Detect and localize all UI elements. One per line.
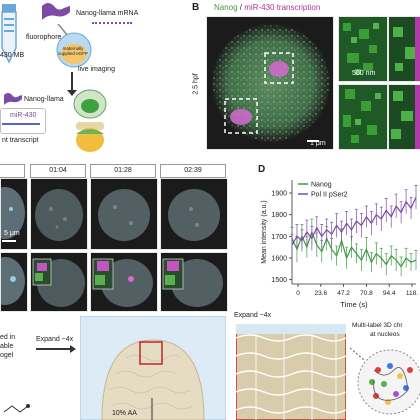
egg-label: maternally supplied eGFP [58,46,88,56]
zoom-region [236,324,346,420]
panel-a: fluorophore 430 MB Nanog-llama mRNA mate… [0,0,195,160]
arrow-down-icon [71,72,73,92]
zoom-tile-4 [388,84,420,150]
title-nanog: Nanog [214,3,238,12]
scale-bar-c [2,240,16,242]
stage-label: 2.5 hpf [192,73,200,95]
time-header-3: 02:39 [160,164,226,178]
x-tick-label: 94.4 [383,290,396,297]
time-header-2: 01:28 [90,164,156,178]
nanog-llama-label: Nanog-llama [24,96,64,103]
y-tick-label: 1800 [271,212,287,219]
y-tick-label: 1600 [271,256,287,263]
mir-box [0,108,46,134]
scale-main-label: 1 μm [310,140,326,147]
time-header-0 [0,164,25,178]
transcript-line [2,123,40,125]
title-mir: miR-430 transcription [244,3,321,12]
left-text-1: ed in [0,334,16,341]
chromatin-icon [350,347,420,415]
x-tick-label: 0 [296,290,300,297]
multilabel-1: Multi-label 3D chr [352,322,403,329]
mrna-label: Nanog-llama mRNA [76,10,139,17]
legend-label: Pol II pSer2 [311,192,348,199]
panel-c: 01:04 01:28 02:39 5 μm [0,160,256,312]
mb-label: 430 MB [0,52,25,59]
percent-label: 10% AA [112,410,137,417]
time-header-1: 01:04 [30,164,86,178]
nucleus-frame-3-top [160,178,228,250]
nucleus-frame-2-bottom [90,252,158,312]
expand-label-2: Expand ~4x [234,312,272,319]
nucleus-frame-2-top [90,178,158,250]
panel-d-letter: D [258,164,266,175]
nucleus-frame-3-bottom [160,252,228,312]
x-tick-label: 70.8 [360,290,373,297]
x-tick-label: 47.2 [337,290,350,297]
arrow-head-1 [70,345,76,353]
mir430-label: miR-430 [10,112,37,119]
nucleus-frame-0-bottom [0,252,28,312]
x-tick-label: 118. [406,290,418,297]
nucleus-frame-1-bottom [30,252,88,312]
embryo-injection-icon [56,24,92,68]
series-line-pol-ii-pser2 [291,197,417,246]
x-axis-label: Time (s) [340,300,368,309]
panel-b-title: Nanog / miR-430 transcription [214,4,320,12]
nucleus-frame-1-top [30,178,88,250]
y-tick-label: 1500 [271,277,287,284]
zoom-tile-2 [388,16,420,82]
scale-zoom-label: 500 nm [352,70,376,77]
title-sep: / [237,3,245,12]
y-axis-label: Mean intensity (a.u.) [261,200,268,263]
llama-small-icon [4,93,22,105]
expand-label-1: Expand ~4x [36,336,74,343]
multilabel-2: at nucleos [370,331,400,338]
legend-label: Nanog [311,182,332,189]
molecule-icon [3,404,30,413]
panel-e: ed in able ogel Expand ~4x 10% AA Expand… [0,312,420,420]
nucleus-image [206,16,334,150]
zoom-tile-3 [338,84,388,150]
live-imaging-label: live imaging [78,66,115,73]
tube-icon [1,4,17,64]
line-chart: 1500 1600 1700 1800 1900 0 23.6 47.2 70.8 94.4 118… [261,180,418,309]
series-line-nanog [291,230,417,268]
panel-b-letter: B [192,2,200,13]
y-tick-label: 1900 [271,191,287,198]
arrow-head [67,90,77,96]
llama-icon [42,3,70,20]
left-text-3: ogel [0,352,14,359]
scale-c-label: 5 μm [4,230,20,237]
wavy-rna [92,22,132,28]
x-tick-label: 23.6 [314,290,327,297]
y-tick-label: 1700 [271,234,287,241]
gel-box [80,316,226,420]
zoom-tile-1 [338,16,388,82]
arrow-right-icon-1 [36,348,72,350]
nucleus-frame-0-top [0,178,28,250]
embryo-imaging-icon [73,89,107,152]
transcript-label: nt transcript [2,137,39,144]
left-text-2: able [0,343,14,350]
fluorophore-label: fluorophore [26,34,62,41]
